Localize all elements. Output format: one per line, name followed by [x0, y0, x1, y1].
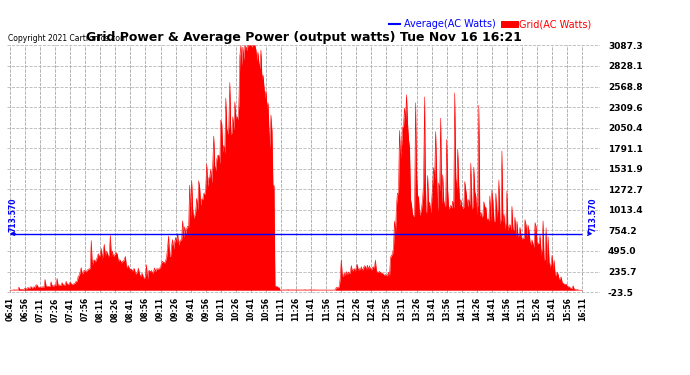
- Legend: Average(AC Watts), Grid(AC Watts): Average(AC Watts), Grid(AC Watts): [385, 15, 595, 33]
- Text: 713.570: 713.570: [589, 198, 598, 232]
- Text: Copyright 2021 Cartronics.com: Copyright 2021 Cartronics.com: [8, 33, 127, 42]
- Text: 713.570: 713.570: [9, 198, 18, 232]
- Title: Grid Power & Average Power (output watts) Tue Nov 16 16:21: Grid Power & Average Power (output watts…: [86, 31, 522, 44]
